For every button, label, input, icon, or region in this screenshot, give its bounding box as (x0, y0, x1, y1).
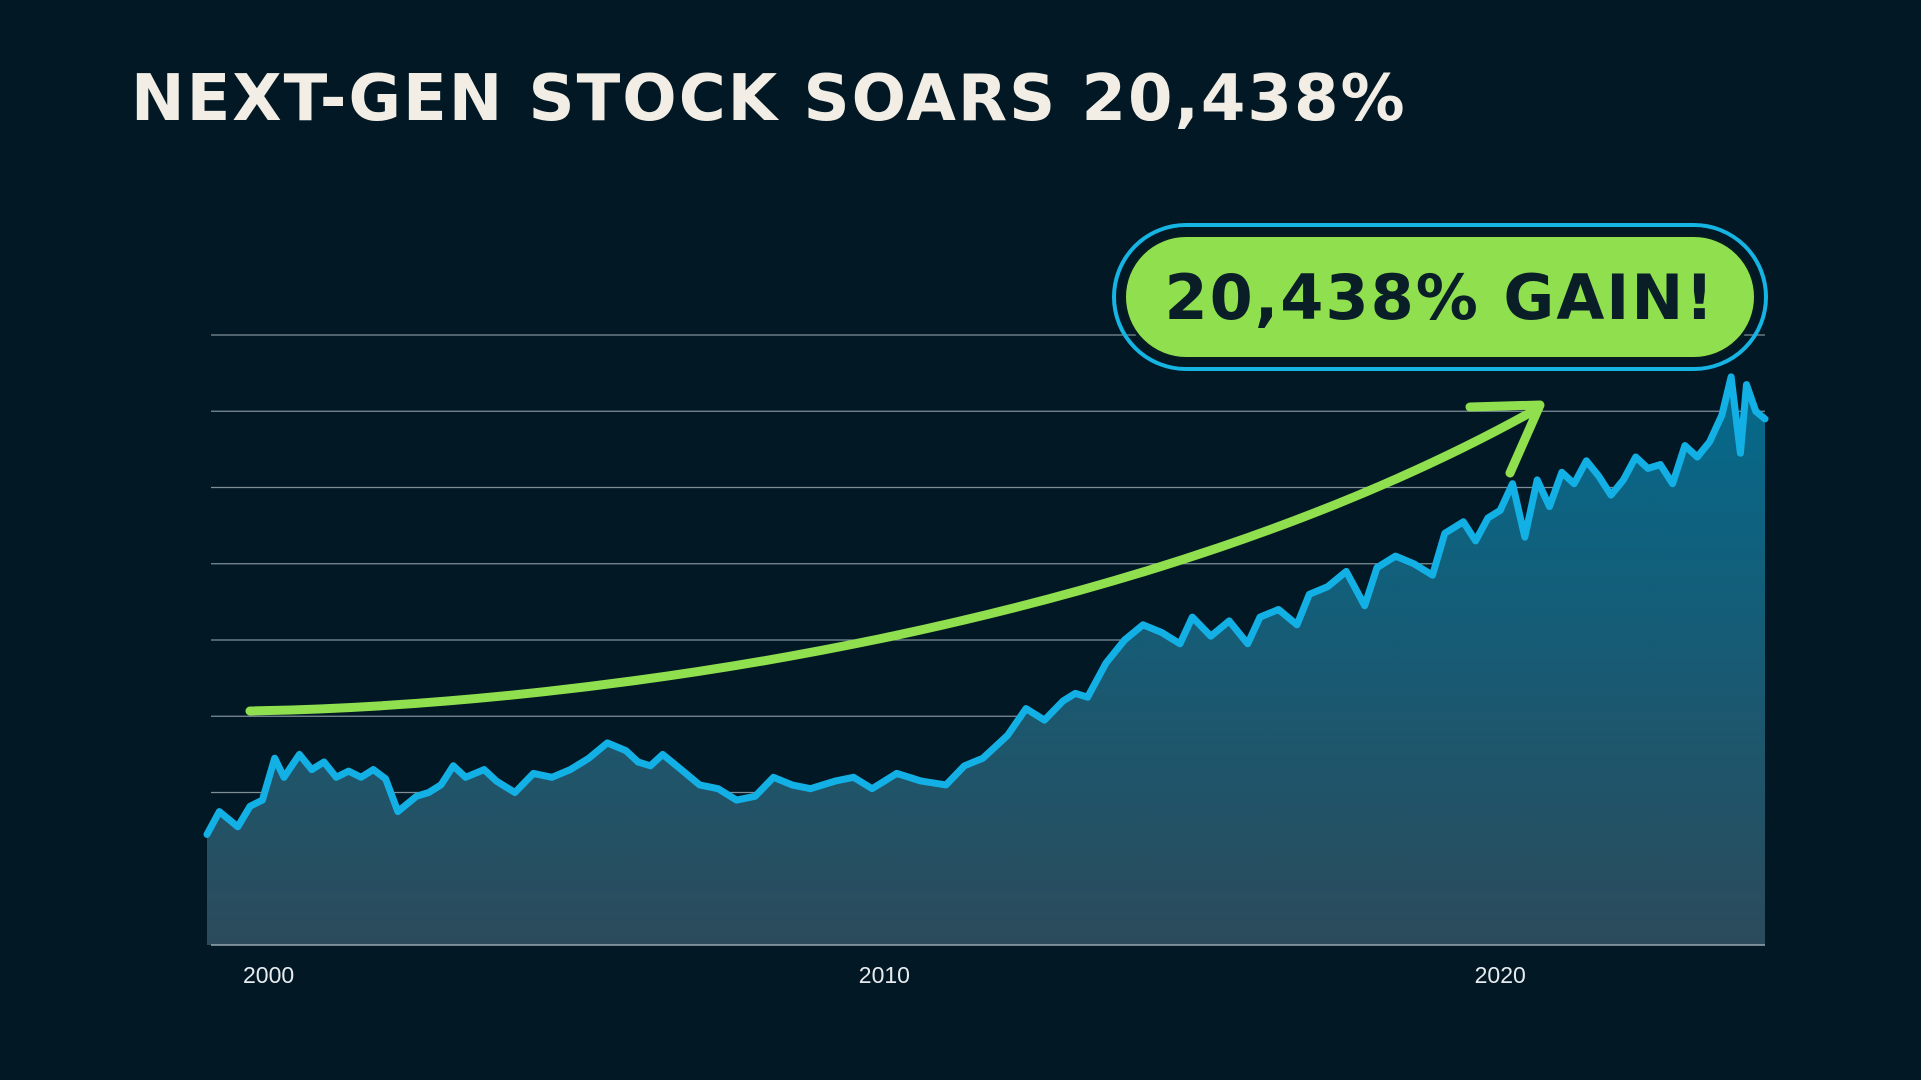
price-line (203, 373, 1769, 838)
x-ticks: 2000 2010 2020 (243, 962, 1526, 988)
gain-badge: 20,438% GAIN! (1112, 223, 1768, 371)
x-tick-label: 2010 (859, 962, 910, 988)
gain-badge-fill: 20,438% GAIN! (1123, 234, 1757, 360)
growth-arrow-curve (245, 405, 1540, 716)
gain-badge-text: 20,438% GAIN! (1164, 260, 1716, 334)
x-tick-label: 2000 (243, 962, 294, 988)
growth-arrow-head (1465, 400, 1545, 478)
x-tick-label: 2020 (1475, 962, 1526, 988)
growth-arrow (245, 400, 1545, 716)
price-area (207, 376, 1765, 945)
page-title: NEXT-GEN STOCK SOARS 20,438% (131, 62, 1407, 136)
